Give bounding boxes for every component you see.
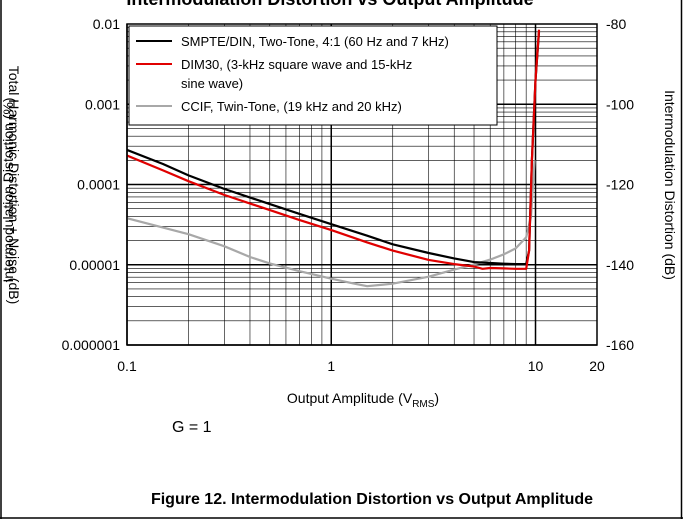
x-tick-label: 0.1 (117, 358, 137, 374)
series-layer (126, 29, 541, 288)
y-tick-label-left: 0.0001 (77, 177, 120, 193)
x-axis-label-sub: RMS (412, 399, 435, 410)
legend-label-dim30-line1: DIM30, (3-kHz square wave and 15-kHz (181, 57, 412, 72)
y-axis-label-left: Intermodulation Distortion (%) (0, 97, 16, 282)
y-tick-label-left: 0.001 (85, 96, 120, 112)
tick-labels: 0.1 1 10 20 0.01 0.001 0.0001 0.00001 0.000001 -8… (62, 16, 635, 374)
figure-caption: Figure 12. Intermodulation Distortion vs… (151, 491, 593, 508)
y-tick-label-left: 0.000001 (62, 337, 121, 353)
y-tick-label-right: -160 (606, 337, 634, 353)
gain-annotation: G = 1 (172, 419, 212, 436)
y-axis-label-left-rear: Total Harmonic Distortion + Noise (dB) (6, 66, 22, 304)
y-tick-label-left: 0.00001 (69, 257, 120, 273)
series-line-1 (126, 29, 541, 270)
x-axis-label: Output Amplitude (VRMS) (287, 390, 439, 410)
y-axis-label-right: Intermodulation Distortion (dB) (662, 90, 678, 280)
x-axis-label-suffix: ) (434, 390, 439, 406)
y-tick-label-right: -100 (606, 96, 634, 112)
header-title: Intermodulation Distortion vs Output Amp… (126, 0, 533, 9)
legend: SMPTE/DIN, Two-Tone, 4:1 (60 Hz and 7 kH… (128, 25, 498, 126)
y-tick-label-right: -80 (606, 16, 626, 32)
plot-border (126, 23, 598, 346)
x-tick-label: 1 (327, 358, 335, 374)
legend-label-ccif: CCIF, Twin-Tone, (19 kHz and 20 kHz) (181, 99, 402, 114)
series-line-2 (126, 160, 536, 288)
y-tick-label-right: -140 (606, 257, 634, 273)
y-tick-label-left: 0.01 (93, 16, 120, 32)
legend-box (128, 25, 498, 126)
legend-label-smpte: SMPTE/DIN, Two-Tone, 4:1 (60 Hz and 7 kH… (181, 34, 449, 49)
legend-label-dim30-line2: sine wave) (181, 76, 243, 91)
x-axis-label-main: Output Amplitude (V (287, 390, 413, 406)
x-tick-label: 10 (528, 358, 544, 374)
y-tick-label-right: -120 (606, 177, 634, 193)
x-tick-label: 20 (589, 358, 605, 374)
